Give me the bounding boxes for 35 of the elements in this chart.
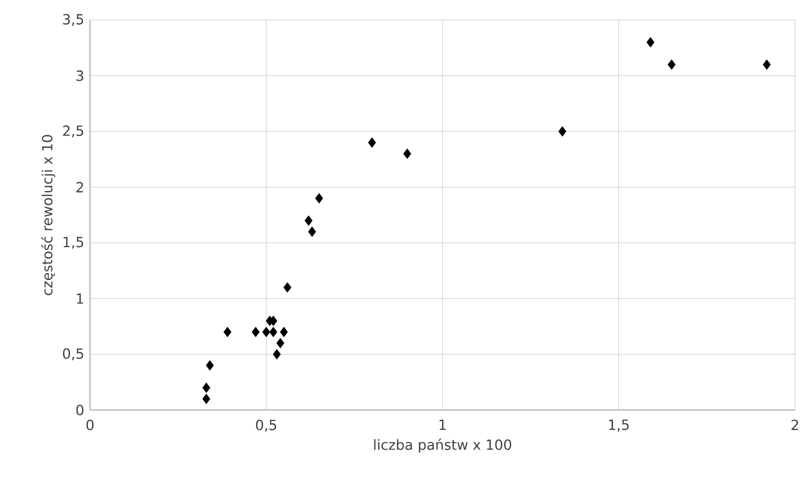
x-tick-label: 1 — [440, 420, 446, 430]
y-tick-label: 2,5 — [63, 125, 84, 138]
point — [762, 59, 771, 70]
point — [646, 37, 654, 48]
point — [304, 215, 313, 226]
x-tick-label: 0 — [86, 420, 94, 430]
point — [668, 59, 676, 70]
y-tick-label: 1 — [76, 293, 84, 304]
x-axis-title: liczba państw x 100 — [374, 438, 512, 453]
point — [269, 326, 278, 338]
y-tick-label: 3 — [76, 70, 84, 82]
point — [368, 137, 376, 148]
point — [206, 360, 214, 371]
point — [272, 349, 281, 360]
point — [276, 338, 284, 348]
point — [202, 394, 210, 404]
y-tick-label: 1,5 — [64, 236, 84, 249]
x-tick-label: 0,5 — [256, 420, 276, 432]
point — [403, 148, 412, 159]
point — [224, 326, 232, 338]
x-tick-label: 2 — [792, 420, 798, 430]
point — [308, 226, 316, 237]
y-tick-label: 2 — [76, 182, 83, 192]
y-tick-label: 3,5 — [63, 14, 84, 26]
y-axis-title: częstość rewolucji x 10 — [41, 135, 56, 296]
y-tick-label: 0,5 — [63, 348, 84, 360]
point — [315, 193, 324, 204]
point — [262, 326, 270, 338]
point — [558, 126, 566, 137]
point — [280, 326, 288, 338]
point — [283, 282, 292, 293]
x-tick-label: 1,5 — [609, 420, 629, 432]
point — [202, 382, 210, 393]
point — [252, 326, 260, 338]
y-tick-label: 0 — [76, 404, 84, 416]
